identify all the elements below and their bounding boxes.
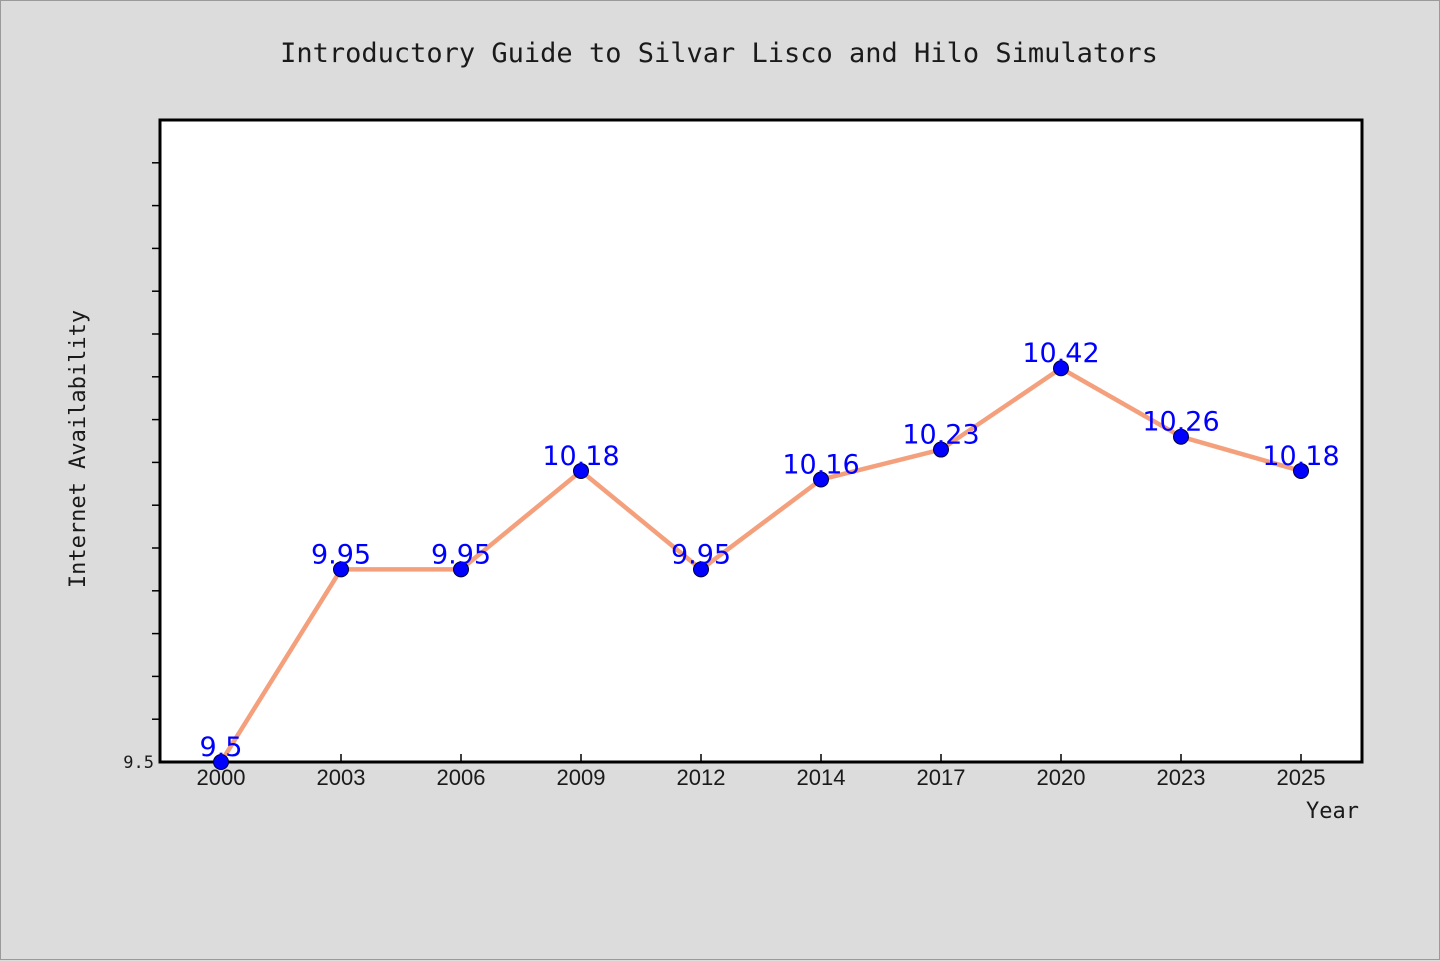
y-axis-label: Internet Availability	[66, 310, 91, 588]
data-point-marker	[1293, 462, 1309, 479]
x-axis: 2000 2003 2006 2009 2012 2014 2017 2020 2023 2025	[197, 754, 1326, 790]
data-label: 9.95	[311, 539, 371, 570]
data-point-marker	[813, 471, 829, 488]
data-point-marker	[573, 462, 589, 479]
data-label-group: 9.5 9.95 9.95 10.18 9.95 10.16 10.23 10.42 10.26…	[200, 338, 1340, 763]
marker-group	[213, 360, 1309, 770]
data-label: 10.42	[1022, 338, 1099, 369]
data-point-marker	[693, 561, 709, 578]
data-point-marker	[453, 561, 469, 578]
x-tick-label: 2003	[317, 765, 366, 790]
x-axis-label: Year	[1306, 799, 1359, 824]
data-label: 10.26	[1142, 407, 1219, 438]
chart-title: Introductory Guide to Silvar Lisco and H…	[280, 38, 1158, 69]
x-tick-label: 2012	[677, 765, 726, 790]
x-tick-label: 2009	[557, 765, 606, 790]
data-label: 10.23	[902, 420, 979, 451]
data-point-marker	[1173, 428, 1189, 445]
series-line	[219, 365, 1302, 764]
x-tick-label: 2006	[437, 765, 486, 790]
data-point-marker	[1053, 360, 1069, 377]
data-label: 10.18	[1262, 441, 1339, 472]
data-label: 10.18	[542, 441, 619, 472]
data-label: 9.95	[431, 539, 491, 570]
data-label: 9.5	[200, 732, 243, 763]
data-label: 10.16	[782, 450, 859, 481]
data-point-marker	[333, 561, 349, 578]
data-label: 9.95	[671, 539, 731, 570]
plot-area	[158, 118, 1364, 764]
x-tick-label: 2017	[917, 765, 966, 790]
x-tick-label: 2020	[1037, 765, 1086, 790]
series-line-group	[219, 365, 1302, 764]
y-tick-label: 9.5	[123, 753, 154, 773]
x-tick-label: 2014	[797, 765, 846, 790]
x-tick-label: 2025	[1277, 765, 1326, 790]
data-point-marker	[213, 754, 229, 770]
x-tick-label: 2023	[1157, 765, 1206, 790]
data-point-marker	[933, 441, 949, 458]
y-axis: 9.5	[123, 162, 160, 773]
